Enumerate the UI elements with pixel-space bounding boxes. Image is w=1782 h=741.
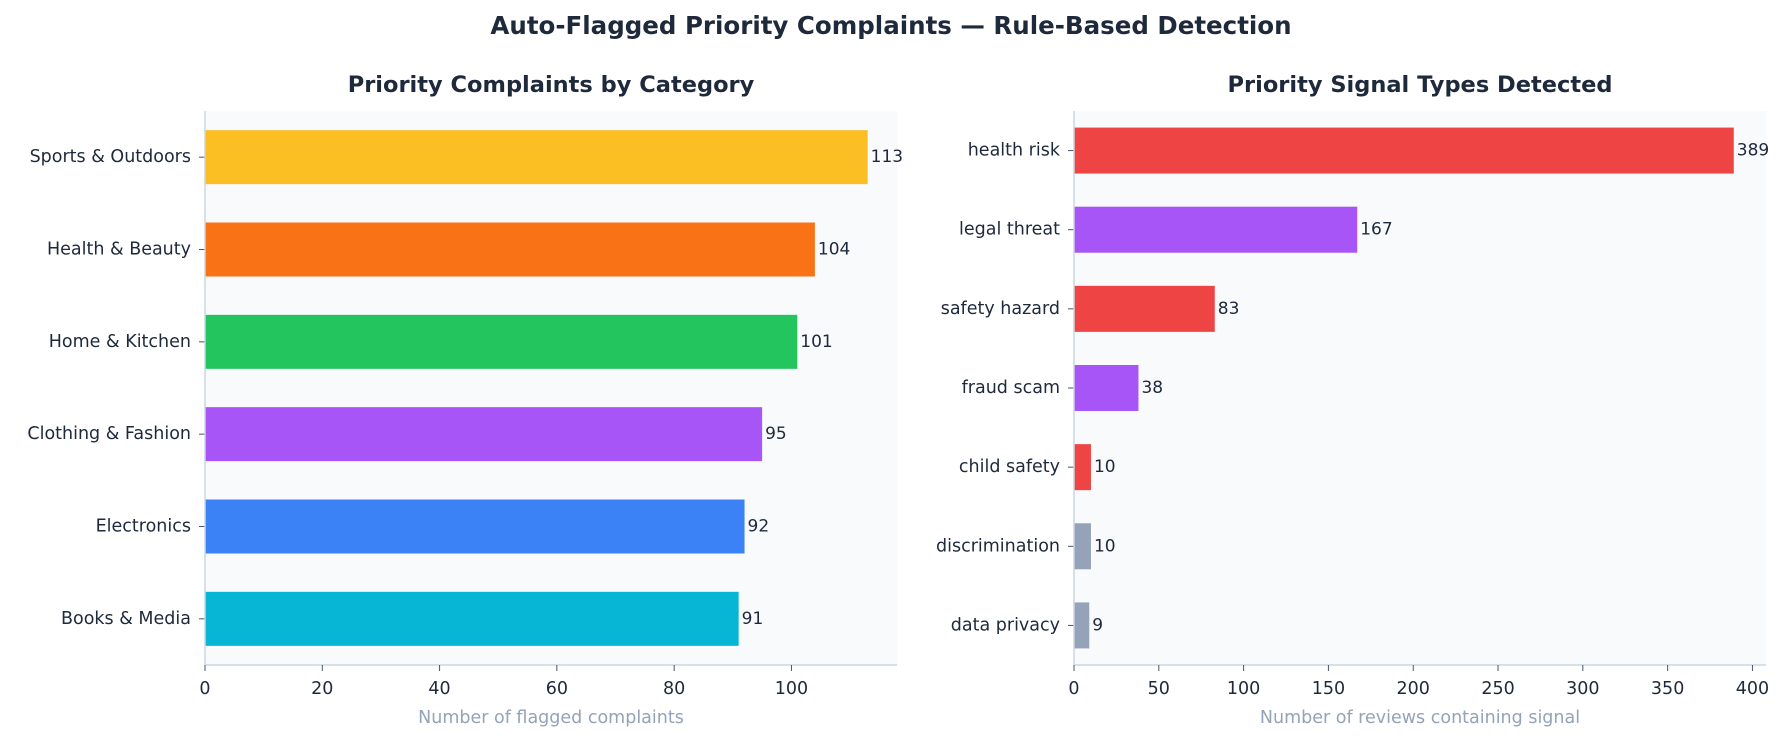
- bar-data-privacy: [1074, 602, 1090, 649]
- bar-books-media: [205, 591, 739, 646]
- category-label: Clothing & Fashion: [27, 424, 191, 444]
- data-label: 101: [800, 332, 832, 352]
- plot-area: [1074, 111, 1766, 665]
- data-label: 104: [818, 240, 850, 260]
- bar-legal-threat: [1074, 206, 1358, 253]
- x-tick-label: 400: [1736, 679, 1769, 699]
- x-tick-label: 100: [775, 679, 808, 699]
- bar-health-beauty: [205, 222, 815, 277]
- category-label: discrimination: [936, 536, 1060, 556]
- panel-title: Priority Signal Types Detected: [1228, 72, 1613, 98]
- data-label: 95: [765, 424, 787, 444]
- category-label: Books & Media: [61, 609, 191, 629]
- bar-group: 389 167 83 38 10 10 9: [1074, 127, 1769, 649]
- category-label: safety hazard: [941, 299, 1060, 319]
- bar-clothing-fashion: [205, 407, 763, 462]
- data-label: 167: [1360, 220, 1392, 240]
- bar-home-kitchen: [205, 314, 798, 369]
- category-label: child safety: [959, 457, 1060, 477]
- x-tick-label: 150: [1312, 679, 1345, 699]
- data-label: 10: [1094, 536, 1116, 556]
- x-tick-label: 60: [546, 679, 568, 699]
- bar-electronics: [205, 499, 745, 554]
- data-label: 83: [1218, 299, 1240, 319]
- bar-safety-hazard: [1074, 285, 1215, 332]
- data-label: 10: [1094, 457, 1116, 477]
- x-axis-label: Number of reviews containing signal: [1260, 708, 1580, 728]
- category-label: Health & Beauty: [47, 240, 191, 260]
- x-tick-label: 0: [1068, 679, 1079, 699]
- category-label: health risk: [968, 141, 1061, 161]
- x-axis-label: Number of flagged complaints: [418, 708, 684, 728]
- panel-category: Priority Complaints by Category 113 104 10…: [27, 72, 903, 728]
- axes: Sports & Outdoors Health & Beauty Home & K…: [27, 111, 897, 699]
- x-tick-label: 40: [428, 679, 450, 699]
- x-tick-label: 0: [199, 679, 210, 699]
- category-label: legal threat: [959, 220, 1060, 240]
- category-label: data privacy: [951, 615, 1060, 635]
- bar-sports-outdoors: [205, 130, 868, 185]
- category-label: Electronics: [96, 517, 191, 537]
- x-tick-label: 100: [1227, 679, 1260, 699]
- data-label: 9: [1092, 615, 1103, 635]
- bar-discrimination: [1074, 523, 1091, 570]
- data-label: 113: [871, 147, 903, 167]
- data-label: 91: [742, 609, 764, 629]
- axes: health risk legal threat safety hazard frau…: [936, 111, 1769, 699]
- category-label: fraud scam: [962, 378, 1060, 398]
- data-label: 389: [1737, 141, 1769, 161]
- x-tick-label: 250: [1481, 679, 1514, 699]
- panel-signal-types: Priority Signal Types Detected 389167833…: [936, 72, 1769, 728]
- bar-health-risk: [1074, 127, 1734, 174]
- figure-title: Auto-Flagged Priority Complaints — Rule-…: [490, 11, 1291, 40]
- panel-title: Priority Complaints by Category: [348, 72, 755, 98]
- category-label: Sports & Outdoors: [30, 147, 191, 167]
- x-tick-label: 300: [1566, 679, 1599, 699]
- data-label: 38: [1141, 378, 1163, 398]
- x-tick-label: 200: [1397, 679, 1430, 699]
- plot-area: [205, 111, 897, 665]
- data-label: 92: [748, 517, 770, 537]
- x-tick-label: 350: [1651, 679, 1684, 699]
- x-tick-label: 20: [311, 679, 333, 699]
- bar-group: 113 104 101 95 92 91: [205, 130, 903, 646]
- x-tick-label: 80: [663, 679, 685, 699]
- category-label: Home & Kitchen: [49, 332, 191, 352]
- bar-child-safety: [1074, 444, 1091, 491]
- x-tick-label: 50: [1148, 679, 1170, 699]
- bar-fraud-scam: [1074, 365, 1139, 411]
